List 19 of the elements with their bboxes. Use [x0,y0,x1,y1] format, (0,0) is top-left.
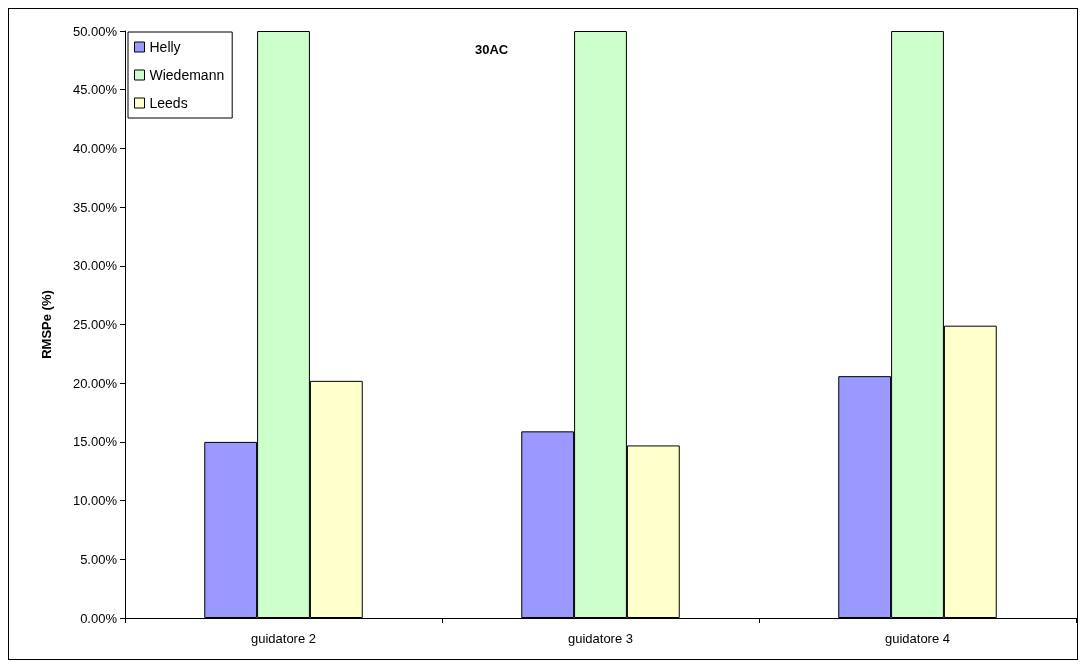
y-axis-title: RMSPe (%) [39,290,54,359]
y-tick-label: 5.00% [80,551,118,567]
y-tick-label: 30.00% [72,258,118,274]
y-tick-label: 50.00% [72,23,118,39]
y-tick-label: 15.00% [72,434,118,450]
x-tick-label: guidatore 2 [250,631,317,646]
y-tick-label: 10.00% [72,493,118,509]
y-tick-label: 40.00% [72,140,118,156]
legend-label: Leeds [149,95,188,111]
y-tick-label: 0.00% [80,610,118,626]
text: 30AC [475,42,509,57]
legend-label: Wiedemann [149,67,225,83]
y-tick-label: 45.00% [72,82,118,98]
legend-label: Helly [149,39,181,55]
y-tick-label: 35.00% [72,199,118,215]
x-tick-label: guidatore 4 [884,631,951,646]
y-tick-label: 25.00% [72,317,118,332]
y-tick-label: 20.00% [72,375,118,391]
x-tick-label: guidatore 3 [567,631,634,646]
